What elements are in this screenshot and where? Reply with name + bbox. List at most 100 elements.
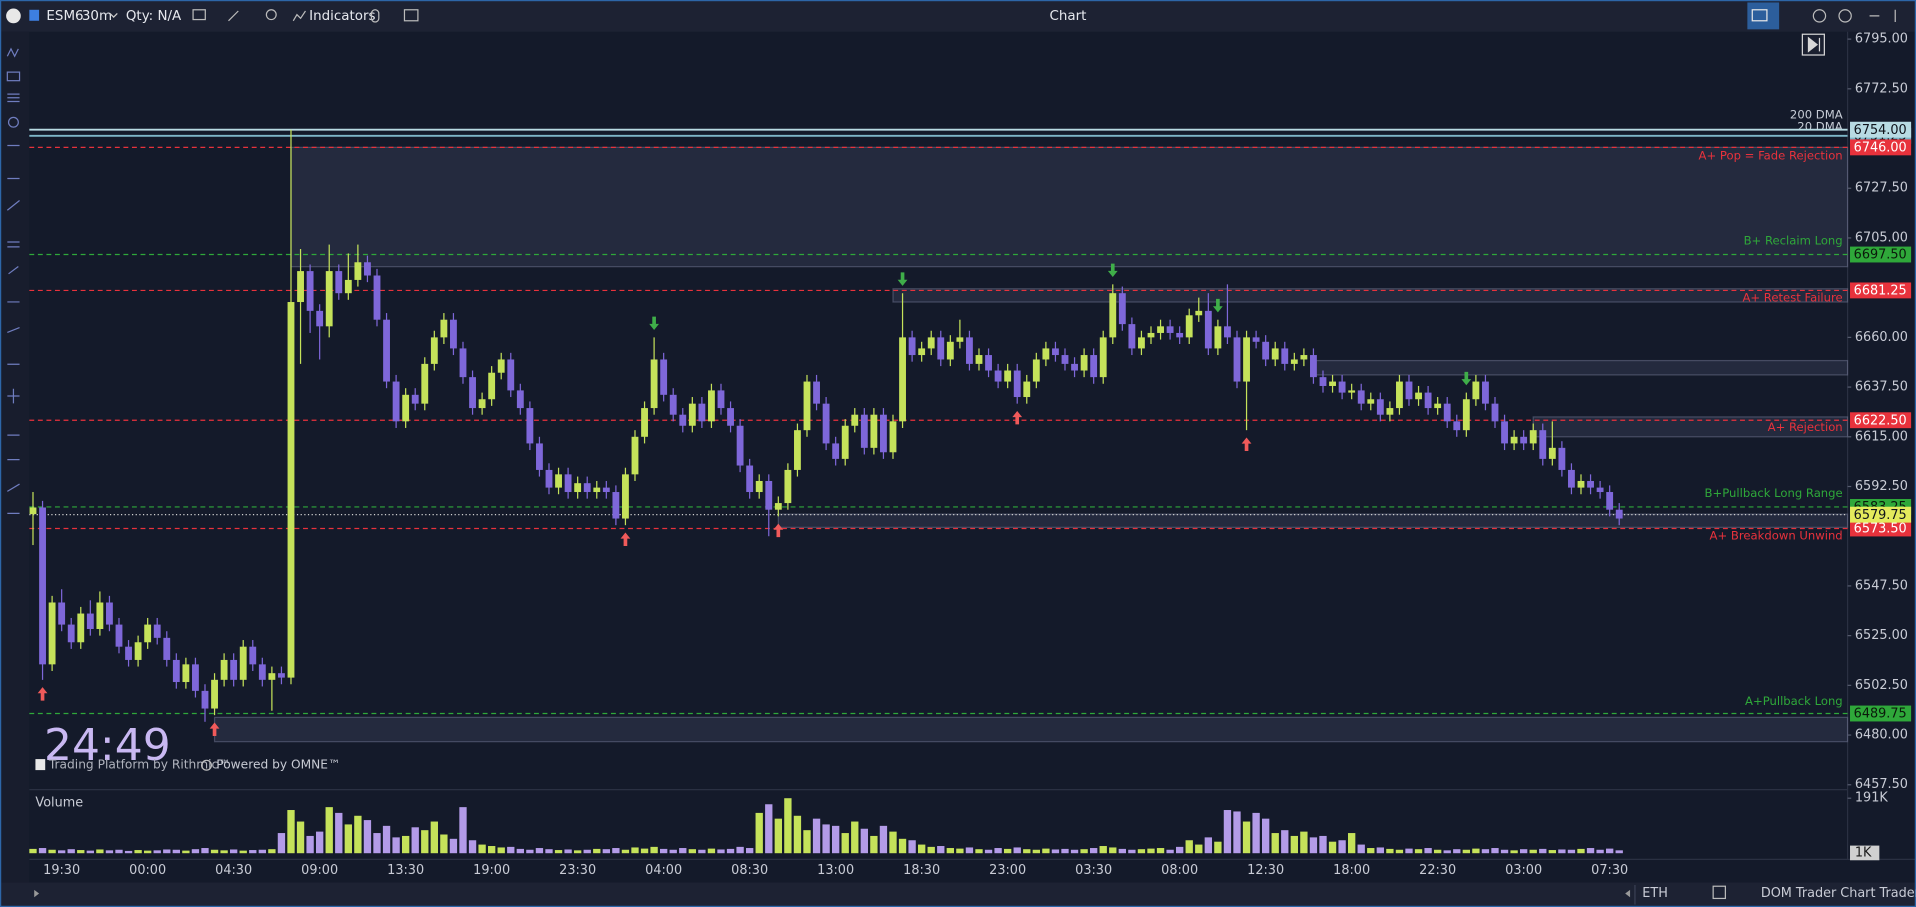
candle-body: [144, 624, 152, 643]
volume-bar: [67, 849, 75, 854]
sell-arrow: [1212, 298, 1223, 313]
volume-tick-label: 191K: [1855, 791, 1888, 806]
level-label: B+Pullback Long Range: [1705, 486, 1843, 500]
candle-body: [1539, 430, 1547, 459]
volume-bar: [1099, 846, 1107, 854]
volume-bar: [717, 849, 725, 854]
zoom-icon[interactable]: [265, 9, 277, 21]
candle-body: [765, 480, 773, 510]
volume-bar: [908, 840, 916, 854]
volume-bar: [679, 848, 687, 854]
app-logo[interactable]: [6, 8, 21, 24]
volume-bar: [917, 844, 926, 854]
volume-bar: [1615, 850, 1623, 854]
signals: [37, 263, 1472, 736]
window-controls[interactable]: [1869, 9, 1896, 23]
volume-bar: [440, 834, 448, 854]
volume-bar: [86, 850, 94, 854]
y-tick-label: 6772.50: [1855, 81, 1908, 96]
price-tag-label: 6681.25: [1854, 284, 1907, 299]
candle-body: [1319, 377, 1327, 386]
volume-bar: [707, 848, 716, 854]
price-tag: [1850, 121, 1912, 138]
volume-bar: [430, 821, 438, 854]
candle-body: [956, 337, 964, 342]
indicators-button[interactable]: Indicators: [309, 9, 375, 24]
volume-bar: [1233, 811, 1241, 854]
volume-bar: [1586, 848, 1595, 854]
volume-bar: [1577, 848, 1585, 854]
candle-body: [1482, 381, 1489, 404]
y-tick-label: 6547.50: [1855, 578, 1908, 593]
session-selector[interactable]: ETH: [1642, 886, 1668, 901]
candle-body: [249, 646, 257, 665]
volume-bar: [277, 833, 286, 854]
dom-trader-button[interactable]: DOM Trader: [1761, 886, 1837, 901]
candle-body: [1453, 421, 1461, 431]
candle-body: [86, 613, 94, 630]
volume-bar: [975, 849, 983, 854]
layout-icon[interactable]: [403, 9, 419, 22]
candle-body: [411, 394, 419, 404]
candle-body: [516, 390, 524, 409]
calendar-icon[interactable]: [1712, 885, 1726, 900]
symbol[interactable]: ESM6: [46, 9, 83, 24]
volume-bar: [812, 818, 821, 854]
volume-bar: [497, 847, 505, 854]
candle-body: [192, 664, 199, 691]
y-tick-label: 6705.00: [1855, 230, 1908, 245]
volume-pane: 191K 1K: [29, 791, 1888, 860]
candle-body: [832, 443, 840, 459]
candle-body: [1520, 436, 1528, 444]
candle-body: [1109, 293, 1117, 338]
candle-body: [182, 664, 190, 683]
volume-bar: [1061, 848, 1069, 854]
volume-bar: [220, 850, 228, 854]
candle-body: [602, 487, 610, 493]
candle-body: [1071, 363, 1078, 371]
link-color[interactable]: [29, 9, 40, 21]
camera-icon: [1751, 9, 1768, 22]
volume-bar: [535, 848, 544, 854]
volume-bar: [487, 846, 496, 854]
settings-icon[interactable]: [1838, 9, 1852, 23]
candle-body: [899, 337, 906, 422]
indicators-icon[interactable]: [292, 10, 306, 22]
chart-trader-button[interactable]: Chart Trader: [1840, 886, 1916, 901]
volume-bar: [1462, 849, 1470, 854]
volume-bar: [1414, 849, 1423, 854]
level-label: A+ Pop = Fade Rejection: [1699, 148, 1843, 162]
volume-bar: [1376, 847, 1384, 854]
volume-bar: [1309, 837, 1318, 854]
candle-body: [774, 503, 782, 510]
watermark-powered: Powered by OMNE™: [216, 758, 340, 772]
volume-bar: [526, 849, 534, 854]
candle-body: [536, 443, 543, 470]
watermark-clock: 24:49: [44, 720, 171, 771]
candle-body: [230, 659, 238, 680]
help-icon[interactable]: [1812, 9, 1827, 23]
volume-bar: [249, 850, 257, 854]
draw-icon[interactable]: [228, 10, 239, 22]
zone: [290, 146, 1849, 268]
level-label: A+Pullback Long: [1745, 694, 1843, 708]
volume-bar: [48, 849, 56, 854]
candle-body: [1529, 430, 1537, 444]
zone: [1312, 359, 1849, 376]
interval[interactable]: 30m: [82, 9, 112, 24]
dropdown-icon[interactable]: [109, 13, 118, 18]
candle-body: [29, 507, 37, 515]
chart-type-icon[interactable]: [192, 9, 206, 21]
volume-bar: [1500, 849, 1509, 854]
y-tick-label: 6457.50: [1855, 777, 1908, 792]
candle-body: [1204, 310, 1212, 349]
candle-body: [450, 319, 457, 349]
zones: [213, 146, 1849, 743]
volume-bar: [1443, 850, 1451, 854]
template-icon[interactable]: [370, 9, 380, 23]
tool-icons[interactable]: [6, 47, 21, 515]
candle-body: [1042, 348, 1050, 360]
volume-bar: [726, 848, 735, 854]
candle-body: [1367, 399, 1375, 404]
